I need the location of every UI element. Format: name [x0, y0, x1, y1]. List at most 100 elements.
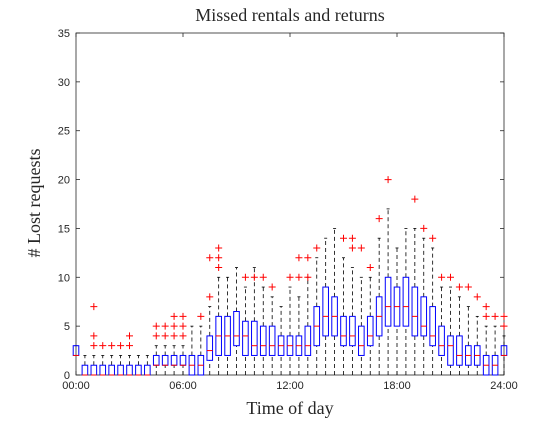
box: [304, 325, 312, 356]
box: [90, 364, 98, 376]
x-axis-label: Time of day: [246, 398, 333, 418]
x-tick-label: 12:00: [276, 380, 304, 392]
outlier-marker: [304, 254, 312, 262]
box: [358, 325, 365, 356]
outlier-marker: [99, 342, 107, 350]
outlier-marker: [108, 342, 116, 350]
y-axis-label: # Lost requests: [24, 149, 44, 258]
box: [447, 335, 454, 366]
outlier-marker: [170, 312, 178, 320]
outlier-marker: [420, 224, 428, 232]
chart-title: Missed rentals and returns: [195, 5, 384, 25]
outlier-marker: [152, 332, 160, 340]
box: [81, 364, 89, 376]
outlier-marker: [313, 244, 321, 252]
plot-area: 0 5 10 15 20 25 30 35 00:00 06:00 12:00 18:00 24:00: [58, 28, 518, 392]
box: [152, 354, 160, 366]
box: [117, 364, 124, 376]
x-tick-label: 00:00: [62, 380, 90, 392]
box: [456, 335, 463, 366]
box: [322, 286, 329, 337]
outlier-marker: [384, 176, 392, 184]
outlier-marker: [126, 332, 133, 340]
outlier-marker: [179, 322, 187, 330]
box: [340, 315, 347, 347]
outlier-marker: [482, 312, 490, 320]
box: [429, 306, 436, 347]
x-tick-label: 06:00: [169, 380, 197, 392]
outlier-marker: [304, 273, 312, 281]
outlier-marker: [90, 332, 98, 340]
box: [384, 276, 392, 327]
outlier-marker: [348, 244, 356, 252]
outlier-marker: [152, 322, 160, 330]
y-tick-label: 5: [64, 321, 70, 333]
outlier-marker: [268, 283, 276, 291]
outlier-marker: [170, 332, 178, 340]
outlier-marker: [241, 273, 249, 281]
outlier-marker: [295, 273, 303, 281]
box: [411, 286, 419, 337]
outlier-marker: [366, 264, 374, 272]
box: [126, 364, 133, 376]
y-tick-label: 0: [64, 370, 70, 382]
box: [438, 325, 445, 356]
x-tick-label: 18:00: [383, 380, 411, 392]
outlier-marker: [179, 332, 187, 340]
outlier-marker: [170, 322, 178, 330]
box: [420, 296, 428, 337]
y-tick-label: 20: [58, 175, 70, 187]
outlier-marker: [464, 283, 472, 291]
outlier-marker: [126, 342, 133, 350]
box: [402, 276, 410, 327]
box: [366, 315, 374, 347]
outlier-marker: [491, 312, 499, 320]
outlier-marker: [215, 264, 223, 272]
y-tick-label: 15: [58, 223, 70, 235]
box: [99, 364, 107, 376]
outlier-marker: [197, 312, 205, 320]
outlier-marker: [500, 312, 508, 320]
y-tick-label: 10: [58, 272, 70, 284]
box: [170, 354, 178, 366]
y-tick-label: 35: [58, 28, 70, 40]
y-tick-label: 30: [58, 77, 70, 89]
outlier-marker: [90, 342, 98, 350]
outlier-marker: [179, 312, 187, 320]
outlier-marker: [161, 332, 169, 340]
outlier-marker: [286, 273, 294, 281]
box: [108, 364, 115, 376]
outlier-marker: [411, 195, 419, 203]
outlier-marker: [259, 273, 267, 281]
box: [135, 364, 142, 376]
box: [349, 315, 356, 347]
box: [161, 354, 169, 366]
box: [144, 364, 151, 376]
box: [268, 325, 276, 356]
outlier-marker: [429, 234, 437, 242]
outlier-marker: [357, 244, 365, 252]
outlier-marker: [90, 303, 98, 311]
outlier-marker: [206, 254, 214, 262]
outlier-marker: [482, 303, 490, 311]
box: [251, 320, 258, 356]
y-tick-label: 25: [58, 126, 70, 138]
outlier-marker: [375, 215, 383, 223]
outlier-marker: [250, 273, 258, 281]
outlier-marker: [473, 293, 481, 301]
box: [206, 335, 214, 361]
outlier-marker: [500, 322, 508, 330]
outlier-marker: [215, 254, 223, 262]
outlier-marker: [295, 254, 303, 262]
outlier-marker: [161, 322, 169, 330]
outlier-marker: [340, 234, 347, 242]
x-tick-label: 24:00: [490, 380, 518, 392]
box: [242, 320, 249, 356]
box: [259, 325, 267, 356]
outlier-marker: [348, 234, 356, 242]
outlier-marker: [438, 273, 446, 281]
outlier-marker: [215, 244, 223, 252]
outlier-marker: [455, 283, 463, 291]
